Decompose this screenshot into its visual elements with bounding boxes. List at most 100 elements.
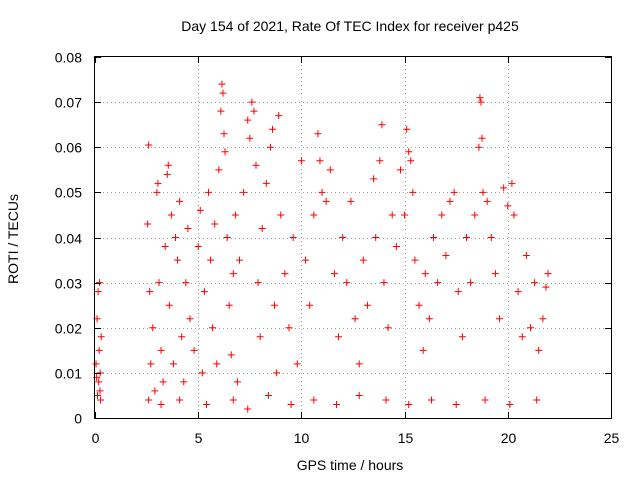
data-point bbox=[176, 396, 184, 404]
data-point bbox=[215, 166, 223, 174]
data-point bbox=[147, 360, 155, 368]
data-point bbox=[254, 279, 262, 287]
data-point bbox=[425, 315, 433, 323]
data-point bbox=[97, 333, 105, 341]
data-point bbox=[217, 107, 225, 115]
data-point bbox=[384, 324, 392, 332]
data-point bbox=[171, 234, 179, 241]
data-point bbox=[207, 256, 215, 264]
data-point bbox=[542, 283, 550, 291]
data-point bbox=[202, 400, 210, 408]
y-tick-label: 0.03 bbox=[55, 276, 82, 292]
data-point bbox=[275, 112, 283, 120]
plot-frame bbox=[94, 56, 612, 419]
data-point bbox=[533, 396, 541, 404]
data-point bbox=[310, 396, 318, 404]
data-point bbox=[198, 369, 206, 377]
data-point bbox=[427, 396, 435, 404]
data-point bbox=[262, 179, 270, 187]
data-point bbox=[159, 378, 167, 386]
data-point bbox=[463, 234, 471, 241]
data-point bbox=[277, 211, 285, 219]
x-tick-label: 5 bbox=[195, 430, 203, 446]
data-point bbox=[205, 188, 213, 196]
data-point bbox=[264, 391, 272, 399]
data-point bbox=[144, 220, 152, 228]
data-point bbox=[95, 346, 103, 354]
data-point bbox=[347, 197, 355, 205]
y-axis-tick-labels: 0 0.01 0.02 0.03 0.04 0.05 0.06 0.07 0.08 bbox=[55, 50, 82, 427]
data-point bbox=[405, 148, 413, 156]
data-point bbox=[269, 125, 277, 133]
data-point bbox=[539, 315, 547, 323]
data-point bbox=[190, 346, 198, 354]
data-point bbox=[161, 243, 169, 251]
data-point bbox=[332, 400, 340, 408]
data-point bbox=[178, 333, 186, 341]
data-point bbox=[97, 396, 105, 404]
data-point bbox=[355, 391, 363, 399]
y-axis-title: ROTI / TECUs bbox=[5, 194, 21, 284]
data-point bbox=[266, 143, 274, 151]
data-point bbox=[518, 333, 526, 341]
data-point bbox=[96, 279, 104, 287]
data-point bbox=[95, 378, 103, 386]
data-point bbox=[285, 324, 293, 332]
data-point bbox=[476, 94, 484, 102]
data-point bbox=[363, 301, 371, 309]
data-point bbox=[151, 387, 159, 395]
data-point bbox=[378, 121, 386, 129]
x-tick-label: 10 bbox=[294, 430, 310, 446]
data-point bbox=[514, 288, 522, 296]
data-point bbox=[310, 211, 318, 219]
data-point bbox=[240, 188, 248, 196]
data-point bbox=[94, 288, 102, 296]
data-point bbox=[229, 270, 237, 278]
x-axis-tick-labels: 0 5 10 15 20 25 bbox=[92, 430, 620, 446]
data-point bbox=[281, 270, 289, 278]
data-point bbox=[221, 148, 229, 156]
data-point bbox=[174, 256, 182, 264]
chart-title: Day 154 of 2021, Rate Of TEC Index for r… bbox=[181, 18, 519, 34]
data-point bbox=[343, 279, 351, 287]
data-point bbox=[429, 234, 437, 241]
data-point bbox=[407, 157, 415, 165]
y-tick-label: 0.07 bbox=[55, 95, 82, 111]
data-point bbox=[314, 130, 322, 138]
data-point bbox=[434, 279, 442, 287]
data-point bbox=[531, 279, 539, 287]
data-point bbox=[339, 234, 347, 241]
data-point bbox=[376, 157, 384, 165]
data-point bbox=[506, 400, 514, 408]
data-point bbox=[508, 179, 516, 187]
data-point bbox=[316, 157, 324, 165]
data-point bbox=[403, 125, 411, 133]
data-point bbox=[302, 256, 310, 264]
data-point bbox=[167, 211, 175, 219]
data-point bbox=[500, 184, 508, 192]
data-point bbox=[146, 288, 154, 296]
data-point bbox=[287, 400, 295, 408]
data-point bbox=[382, 396, 390, 404]
data-point bbox=[229, 396, 237, 404]
data-point bbox=[396, 166, 404, 174]
data-point bbox=[355, 360, 363, 368]
data-point bbox=[223, 234, 231, 241]
data-point bbox=[93, 391, 101, 399]
data-point bbox=[200, 288, 208, 296]
data-point bbox=[438, 211, 446, 219]
data-point bbox=[318, 188, 326, 196]
data-point bbox=[351, 315, 359, 323]
data-point bbox=[244, 116, 252, 124]
data-point bbox=[419, 346, 427, 354]
data-point bbox=[326, 166, 334, 174]
data-point bbox=[388, 211, 396, 219]
data-point bbox=[145, 141, 153, 149]
data-point bbox=[211, 220, 219, 228]
data-point bbox=[522, 252, 530, 260]
data-point bbox=[471, 211, 479, 219]
data-point bbox=[289, 234, 297, 241]
data-point bbox=[225, 301, 233, 309]
data-point bbox=[180, 378, 188, 386]
y-tick-label: 0.01 bbox=[55, 366, 82, 382]
